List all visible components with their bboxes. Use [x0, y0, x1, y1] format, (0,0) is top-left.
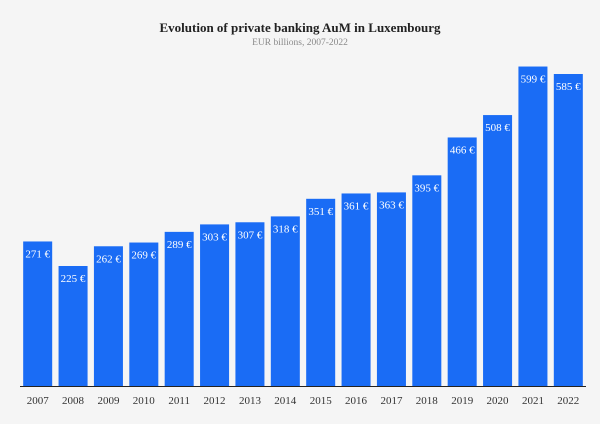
- data-label-2007: 271 €: [25, 248, 50, 260]
- bar-2020: [483, 115, 513, 386]
- data-label-2010: 269 €: [131, 250, 156, 262]
- data-label-2016: 361 €: [344, 200, 369, 212]
- x-tick-label-2021: 2021: [522, 395, 544, 407]
- bar-2010: [129, 242, 159, 386]
- x-tick-label-2007: 2007: [27, 395, 50, 407]
- x-tick-label-2014: 2014: [274, 395, 297, 407]
- chart-subtitle: EUR billions, 2007-2022: [252, 38, 348, 48]
- bar-2014: [270, 216, 300, 386]
- data-label-2019: 466 €: [450, 144, 475, 156]
- data-label-2018: 395 €: [414, 182, 439, 194]
- bar-2011: [164, 231, 194, 386]
- data-label-2021: 599 €: [521, 74, 546, 86]
- x-tick-label-2010: 2010: [133, 395, 156, 407]
- bar-2009: [93, 246, 123, 386]
- bar-2007: [23, 241, 53, 386]
- data-label-2009: 262 €: [96, 253, 121, 265]
- bar-2016: [341, 193, 371, 386]
- x-tick-label-2012: 2012: [204, 395, 226, 407]
- bar-2015: [306, 198, 336, 386]
- data-label-2022: 585 €: [556, 81, 581, 93]
- data-label-2012: 303 €: [202, 231, 227, 243]
- x-tick-label-2022: 2022: [557, 395, 579, 407]
- x-tick-label-2016: 2016: [345, 395, 368, 407]
- data-label-2020: 508 €: [485, 122, 510, 134]
- bar-2021: [518, 66, 548, 386]
- data-label-2014: 318 €: [273, 223, 298, 235]
- x-tick-label-2011: 2011: [168, 395, 190, 407]
- chart-title: Evolution of private banking AuM in Luxe…: [159, 20, 441, 35]
- x-tick-label-2020: 2020: [487, 395, 510, 407]
- bar-2012: [200, 224, 230, 386]
- data-label-2017: 363 €: [379, 199, 404, 211]
- x-tick-label-2008: 2008: [62, 395, 85, 407]
- data-label-2011: 289 €: [167, 239, 192, 251]
- data-label-2015: 351 €: [308, 206, 333, 218]
- x-tick-label-2017: 2017: [380, 395, 403, 407]
- x-tick-label-2018: 2018: [416, 395, 439, 407]
- data-label-2008: 225 €: [61, 273, 86, 285]
- x-tick-label-2015: 2015: [310, 395, 333, 407]
- x-tick-label-2009: 2009: [97, 395, 120, 407]
- x-tick-label-2013: 2013: [239, 395, 262, 407]
- bar-2008: [58, 266, 88, 386]
- bar-2013: [235, 222, 265, 386]
- bar-2018: [412, 175, 442, 386]
- data-label-2013: 307 €: [238, 229, 263, 241]
- bar-2019: [447, 137, 477, 386]
- x-tick-label-2019: 2019: [451, 395, 474, 407]
- bar-2022: [553, 74, 583, 386]
- bar-2017: [376, 192, 406, 386]
